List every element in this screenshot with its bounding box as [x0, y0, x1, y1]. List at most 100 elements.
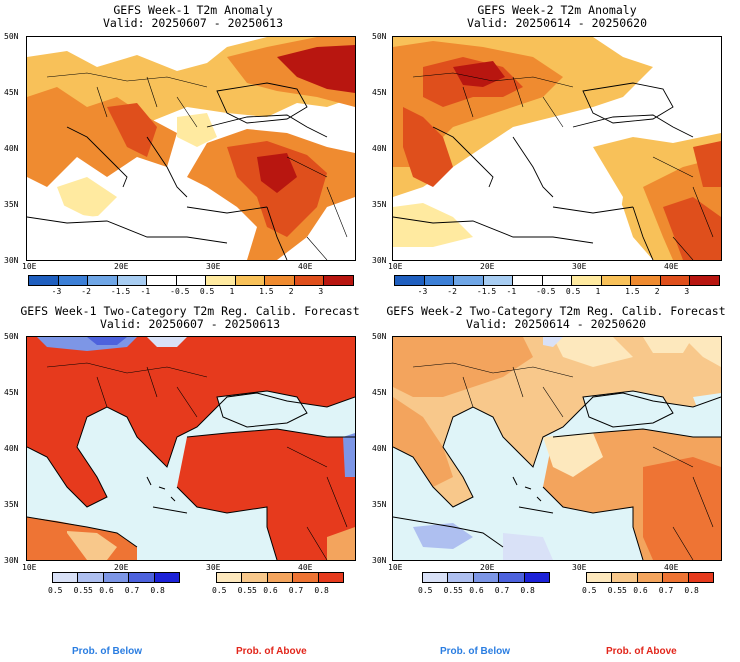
- tr-lon-10: 10E: [388, 262, 403, 271]
- tl-anomaly-swatch-4: [147, 276, 177, 285]
- tl-map: [26, 36, 356, 261]
- tr-lat-45: 45N: [372, 88, 387, 97]
- tr-anomaly-label-6: 1: [595, 287, 601, 296]
- tr-title-line2: Valid: 20250614 - 20250620: [466, 16, 647, 30]
- bl-above-label-0: 0.5: [212, 586, 227, 595]
- tl-title-line2: Valid: 20250607 - 20250613: [102, 16, 283, 30]
- br-lat-30: 30N: [372, 556, 387, 565]
- br-above-label-3: 0.7: [658, 586, 674, 595]
- br-above-swatch-1: [612, 573, 638, 582]
- tr-anomaly-label-4: -0.5: [536, 287, 556, 296]
- br-lat-35: 35N: [372, 500, 387, 509]
- bl-lat-35: 35N: [4, 500, 19, 509]
- bl-lat-45: 45N: [4, 388, 19, 397]
- tr-lon-20: 20E: [480, 262, 495, 271]
- tl-map-svg: [27, 37, 355, 260]
- br-lon-40: 40E: [664, 563, 679, 572]
- tl-lat-35: 35N: [4, 200, 19, 209]
- tl-lon-20: 20E: [114, 262, 129, 271]
- br-below-label-2: 0.6: [469, 586, 484, 595]
- br-above-label-4: 0.8: [684, 586, 699, 595]
- br-below-colorbar: [422, 572, 550, 583]
- tr-anomaly-colorbar: [394, 275, 720, 286]
- br-below-swatch-3: [499, 573, 525, 582]
- br-title: GEFS Week-2 Two-Category T2m Reg. Calib.…: [372, 305, 740, 331]
- tl-lon-40: 40E: [298, 262, 313, 271]
- bl-above-swatch-4: [318, 573, 344, 582]
- bl-lon-30: 30E: [206, 563, 221, 572]
- tl-anomaly-label-3: -1: [140, 287, 151, 296]
- bl-lat-40: 40N: [4, 444, 19, 453]
- tl-anomaly-label-4: -0.5: [170, 287, 190, 296]
- tl-anomaly-swatch-9: [294, 276, 325, 285]
- tr-lat-35: 35N: [372, 200, 387, 209]
- br-above-colorbar: [586, 572, 714, 583]
- tl-lat-40: 40N: [4, 144, 19, 153]
- tr-anomaly-swatch-8: [631, 276, 661, 285]
- tl-anomaly-swatch-10: [324, 276, 354, 285]
- br-title-line1: GEFS Week-2 Two-Category T2m Reg. Calib.…: [386, 304, 726, 318]
- br-above-swatch-2: [637, 573, 664, 582]
- tr-anomaly-label-2: -1.5: [476, 287, 497, 296]
- br-above-label-0: 0.5: [582, 586, 597, 595]
- br-above-swatch-3: [663, 573, 689, 582]
- br-below-label-3: 0.7: [494, 586, 510, 595]
- bl-above-label-1: 0.55: [237, 586, 257, 595]
- bl-title-line2: Valid: 20250607 - 20250613: [99, 317, 280, 331]
- tr-anomaly-label-3: -1: [506, 287, 517, 296]
- tl-anomaly-label-0: -3: [51, 287, 62, 296]
- tl-anomaly-swatch-7: [235, 276, 266, 285]
- tr-lon-40: 40E: [664, 262, 679, 271]
- br-lon-20: 20E: [480, 563, 495, 572]
- tr-anomaly-swatch-10: [690, 276, 720, 285]
- bl-below-swatch-0: [53, 573, 79, 582]
- tr-anomaly-swatch-9: [660, 276, 691, 285]
- bl-below-swatch-1: [78, 573, 104, 582]
- tl-anomaly-swatch-6: [206, 276, 236, 285]
- tl-lon-10: 10E: [22, 262, 37, 271]
- br-below-swatch-4: [524, 573, 550, 582]
- tr-anomaly-label-5: 0.5: [565, 287, 581, 296]
- br-below-label-4: 0.8: [520, 586, 535, 595]
- bl-below-label-1: 0.55: [73, 586, 93, 595]
- bl-below-label-3: 0.7: [124, 586, 140, 595]
- bl-lat-30: 30N: [4, 556, 19, 565]
- br-below-swatch-0: [423, 573, 449, 582]
- tl-anomaly-label-9: 3: [318, 287, 324, 296]
- bl-title-line1: GEFS Week-1 Two-Category T2m Reg. Calib.…: [20, 304, 360, 318]
- tr-anomaly-swatch-6: [572, 276, 602, 285]
- tr-anomaly-swatch-5: [542, 276, 573, 285]
- tr-lat-50: 50N: [372, 32, 387, 41]
- tr-anomaly-swatch-2: [454, 276, 484, 285]
- tl-anomaly-swatch-8: [265, 276, 295, 285]
- bl-below-swatch-2: [103, 573, 130, 582]
- tr-lat-40: 40N: [372, 144, 387, 153]
- br-below-swatch-2: [473, 573, 500, 582]
- br-lat-45: 45N: [372, 388, 387, 397]
- tl-lon-30: 30E: [206, 262, 221, 271]
- br-above-label-1: 0.55: [607, 586, 627, 595]
- bl-below-label-0: 0.5: [48, 586, 63, 595]
- tr-title: GEFS Week-2 T2m Anomaly Valid: 20250614 …: [392, 4, 722, 30]
- bl-above-label-2: 0.6: [263, 586, 278, 595]
- tl-anomaly-label-8: 2: [288, 287, 294, 296]
- br-below-label-0: 0.5: [418, 586, 433, 595]
- br-title-line2: Valid: 20250614 - 20250620: [465, 317, 646, 331]
- bl-lon-10: 10E: [22, 563, 37, 572]
- bl-below-swatch-4: [154, 573, 180, 582]
- bl-above-swatch-1: [242, 573, 268, 582]
- tl-anomaly-label-1: -2: [81, 287, 91, 296]
- br-below-swatch-1: [448, 573, 474, 582]
- bl-above-swatch-0: [217, 573, 243, 582]
- tl-anomaly-swatch-1: [58, 276, 89, 285]
- tl-title: GEFS Week-1 T2m Anomaly Valid: 20250607 …: [28, 4, 358, 30]
- tl-anomaly-label-6: 1: [229, 287, 235, 296]
- br-map: [392, 336, 722, 561]
- bl-lon-20: 20E: [114, 563, 129, 572]
- br-lon-30: 30E: [572, 563, 587, 572]
- tl-lat-30: 30N: [4, 256, 19, 265]
- tr-anomaly-label-9: 3: [684, 287, 690, 296]
- bl-above-swatch-3: [293, 573, 319, 582]
- bl-below-swatch-3: [129, 573, 155, 582]
- tr-lat-30: 30N: [372, 256, 387, 265]
